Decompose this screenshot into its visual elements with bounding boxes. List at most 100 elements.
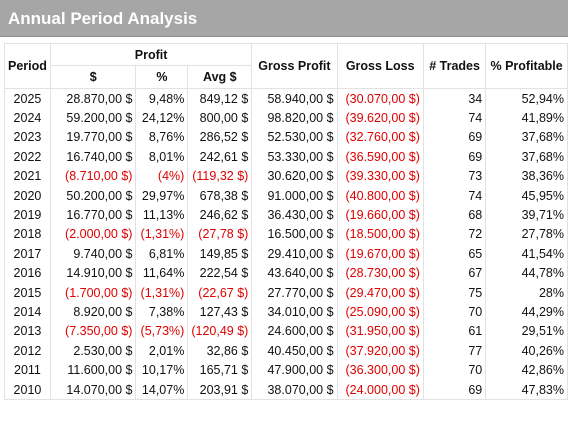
cell-year: 2010 (4, 379, 51, 401)
cell-avg: (27,78 $) (187, 224, 253, 245)
cell-profit: (1.700,00 $) (50, 282, 137, 303)
cell-gross-loss: (31.950,00 $) (337, 321, 424, 342)
cell-gross-loss: (39.620,00 $) (337, 108, 424, 128)
cell-pct-profitable: 39,71% (485, 205, 568, 225)
cell-gross-profit: 52.530,00 $ (251, 127, 338, 148)
header-avg-trade[interactable]: Avg $ (187, 65, 253, 89)
cell-trades: 70 (423, 302, 487, 322)
cell-avg: 849,12 $ (187, 88, 253, 109)
cell-gross-loss: (18.500,00 $) (337, 224, 424, 245)
cell-gross-profit: 47.900,00 $ (251, 360, 338, 380)
table-row: 2015 (1.700,00 $) (1,31%) (22,67 $) 27.770,0… (4, 282, 568, 303)
cell-gross-loss: (32.760,00 $) (337, 127, 424, 148)
cell-year: 2011 (4, 360, 51, 380)
cell-year: 2019 (4, 205, 51, 225)
cell-pct-profitable: 41,54% (485, 244, 568, 264)
cell-profit-pct: (4%) (135, 166, 189, 186)
cell-avg: (120,49 $) (187, 321, 253, 342)
cell-gross-profit: 98.820,00 $ (251, 108, 338, 128)
cell-gross-loss: (24.000,00 $) (337, 379, 424, 401)
table-row: 2017 9.740,00 $6,81% 149,85 $29.410,00 $ (1… (4, 244, 568, 264)
cell-gross-profit: 53.330,00 $ (251, 147, 338, 167)
cell-avg: 678,38 $ (187, 185, 253, 206)
cell-trades: 70 (423, 360, 487, 380)
table-row: 2018 (2.000,00 $) (1,31%) (27,78 $) 16.500,0… (4, 224, 568, 245)
cell-gross-loss: (37.920,00 $) (337, 341, 424, 361)
cell-gross-loss: (36.590,00 $) (337, 147, 424, 167)
cell-gross-loss: (28.730,00 $) (337, 263, 424, 283)
cell-pct-profitable: 45,95% (485, 185, 568, 206)
cell-gross-loss: (25.090,00 $) (337, 302, 424, 322)
cell-trades: 69 (423, 379, 487, 401)
cell-gross-loss: (29.470,00 $) (337, 282, 424, 303)
cell-profit-pct: 11,13% (135, 205, 189, 225)
cell-avg: (119,32 $) (187, 166, 253, 186)
cell-profit: 9.740,00 $ (50, 244, 137, 264)
cell-profit: 14.910,00 $ (50, 263, 137, 283)
cell-trades: 69 (423, 147, 487, 167)
table-row: 2023 19.770,00 $8,76% 286,52 $52.530,00 $(… (4, 127, 568, 148)
table-row: 2010 14.070,00 $14,07% 203,91 $38.070,00 $… (4, 379, 568, 401)
header-trades[interactable]: # Trades (422, 43, 487, 89)
cell-profit-pct: 29,97% (135, 185, 189, 206)
cell-avg: 222,54 $ (187, 263, 253, 283)
table-row: 2025 28.870,00 $9,48% 849,12 $58.940,00 $(… (4, 88, 568, 109)
cell-gross-loss: (19.670,00 $) (337, 244, 424, 264)
table-row: 2012 2.530,00 $2,01% 32,86 $40.450,00 $ (37… (4, 341, 568, 361)
header-gross-loss[interactable]: Gross Loss (336, 43, 424, 89)
cell-year: 2024 (4, 108, 51, 128)
cell-profit-pct: 10,17% (135, 360, 189, 380)
cell-profit-pct: (1,31%) (135, 282, 189, 303)
cell-year: 2022 (4, 147, 51, 167)
header-period[interactable]: Period (4, 43, 51, 89)
cell-gross-profit: 38.070,00 $ (251, 379, 338, 401)
cell-gross-loss: (36.300,00 $) (337, 360, 424, 380)
cell-trades: 61 (423, 321, 487, 342)
cell-profit-pct: 8,01% (135, 147, 189, 167)
cell-profit: 28.870,00 $ (50, 88, 137, 109)
cell-profit: (8.710,00 $) (50, 166, 137, 186)
table-row: 2011 11.600,00 $10,17% 165,71 $47.900,00 $… (4, 360, 568, 380)
cell-profit-pct: 2,01% (135, 341, 189, 361)
cell-gross-profit: 36.430,00 $ (251, 205, 338, 225)
cell-trades: 75 (423, 282, 487, 303)
cell-trades: 67 (423, 263, 487, 283)
cell-gross-profit: 30.620,00 $ (251, 166, 338, 186)
cell-trades: 74 (423, 108, 487, 128)
cell-avg: 246,62 $ (187, 205, 253, 225)
cell-pct-profitable: 29,51% (485, 321, 568, 342)
cell-avg: 203,91 $ (187, 379, 253, 401)
cell-year: 2013 (4, 321, 51, 342)
cell-avg: 32,86 $ (187, 341, 253, 361)
cell-gross-loss: (39.330,00 $) (337, 166, 424, 186)
cell-year: 2015 (4, 282, 51, 303)
cell-profit-pct: 8,76% (135, 127, 189, 148)
cell-year: 2016 (4, 263, 51, 283)
table-row: 2013 (7.350,00 $) (5,73%) (120,49 $) 24.600,… (4, 321, 568, 342)
cell-profit: 19.770,00 $ (50, 127, 137, 148)
cell-pct-profitable: 44,78% (485, 263, 568, 283)
report-title: Annual Period Analysis (0, 0, 568, 37)
cell-pct-profitable: 47,83% (485, 379, 568, 401)
cell-avg: 165,71 $ (187, 360, 253, 380)
cell-profit: 16.740,00 $ (50, 147, 137, 167)
cell-pct-profitable: 37,68% (485, 147, 568, 167)
header-profit-percent[interactable]: % (135, 65, 189, 89)
table-row: 2019 16.770,00 $11,13% 246,62 $36.430,00 $… (4, 205, 568, 225)
cell-gross-profit: 24.600,00 $ (251, 321, 338, 342)
cell-avg: 242,61 $ (187, 147, 253, 167)
table-row: 2016 14.910,00 $11,64% 222,54 $43.640,00 $… (4, 263, 568, 283)
header-profit-group: Profit (49, 43, 253, 66)
header-gross-profit[interactable]: Gross Profit (251, 43, 338, 89)
header-pct-profitable[interactable]: % Profitable (485, 43, 568, 89)
header-profit-amount[interactable]: $ (49, 65, 137, 89)
cell-gross-profit: 27.770,00 $ (251, 282, 338, 303)
cell-gross-loss: (40.800,00 $) (337, 185, 424, 206)
cell-pct-profitable: 28% (485, 282, 568, 303)
cell-profit-pct: 11,64% (135, 263, 189, 283)
cell-pct-profitable: 40,26% (485, 341, 568, 361)
cell-gross-loss: (30.070,00 $) (337, 88, 424, 109)
cell-year: 2017 (4, 244, 51, 264)
cell-pct-profitable: 42,86% (485, 360, 568, 380)
cell-profit: 14.070,00 $ (50, 379, 137, 401)
